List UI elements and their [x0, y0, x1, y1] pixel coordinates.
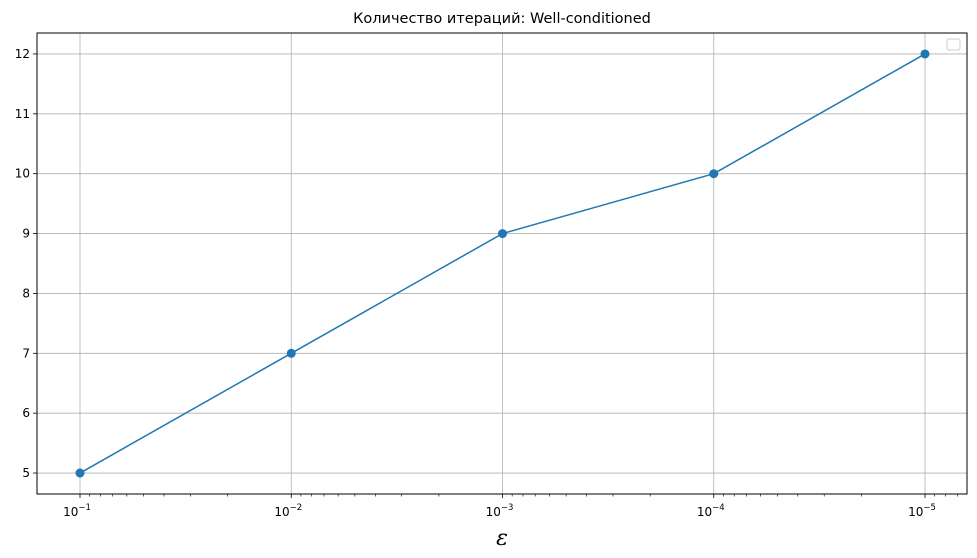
y-tick-label: 9 — [22, 227, 30, 241]
axis-ticks: 5 6 7 8 9 10 11 12 10−1 10−2 10−3 10−4 10−5 — [15, 47, 936, 519]
y-tick-label: 11 — [15, 107, 30, 121]
y-tick-label: 10 — [15, 167, 30, 181]
x-tick-label: 10−5 — [908, 503, 936, 519]
y-tick-label: 8 — [22, 286, 30, 300]
x-tick-label: 10−4 — [697, 503, 725, 519]
data-point — [920, 49, 930, 59]
x-minor-ticks — [89, 494, 959, 497]
legend-box — [946, 38, 961, 51]
data-point — [498, 229, 507, 239]
data-point — [709, 169, 719, 179]
x-tick-label: 10−3 — [486, 503, 514, 519]
x-tick-label: 10−1 — [63, 503, 91, 519]
x-axis-label: ε — [496, 526, 508, 551]
series-group — [75, 49, 930, 478]
plot-area-frame — [36, 32, 968, 495]
y-tick-label: 12 — [15, 47, 30, 61]
data-point — [75, 468, 85, 478]
y-tick-label: 6 — [22, 406, 30, 420]
chart-title: Количество итераций: Well-conditioned — [353, 11, 651, 27]
x-tick-label: 10−2 — [274, 503, 302, 519]
y-tick-label: 5 — [22, 466, 30, 480]
y-tick-label: 7 — [22, 346, 30, 360]
data-point — [286, 348, 296, 358]
